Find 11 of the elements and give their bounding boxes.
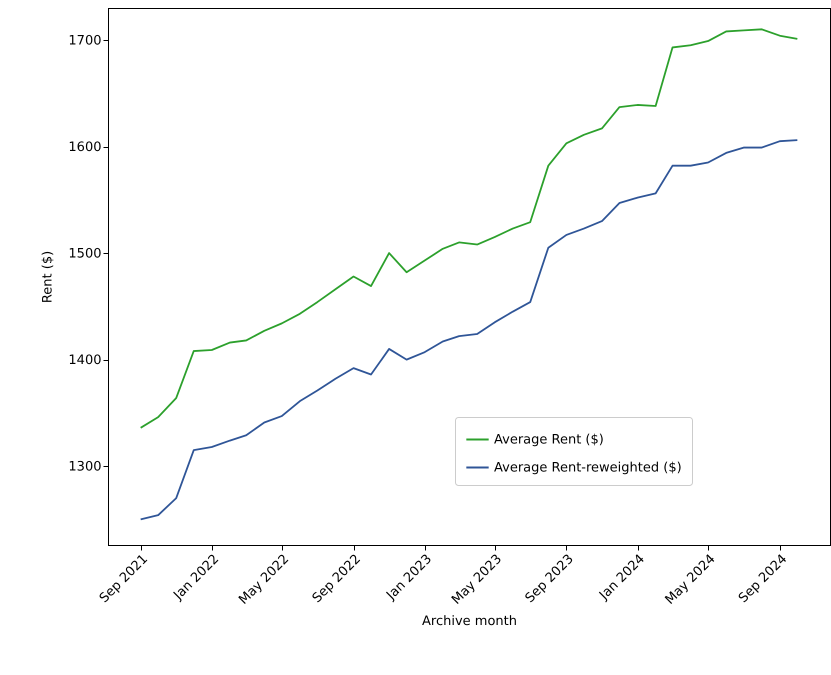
y-axis-title: Rent ($) <box>40 250 56 304</box>
x-axis-title: Archive month <box>422 614 517 630</box>
legend-label: Average Rent-reweighted ($) <box>494 460 682 476</box>
line-series <box>140 139 798 520</box>
legend-label: Average Rent ($) <box>494 432 604 448</box>
y-tick-label: 1300 <box>68 460 102 475</box>
line-series <box>140 28 798 429</box>
y-tick-label: 1600 <box>68 140 102 156</box>
y-tick-label: 1400 <box>68 353 102 368</box>
y-tick-label: 1700 <box>68 33 102 48</box>
y-tick-label: 1500 <box>68 246 102 262</box>
